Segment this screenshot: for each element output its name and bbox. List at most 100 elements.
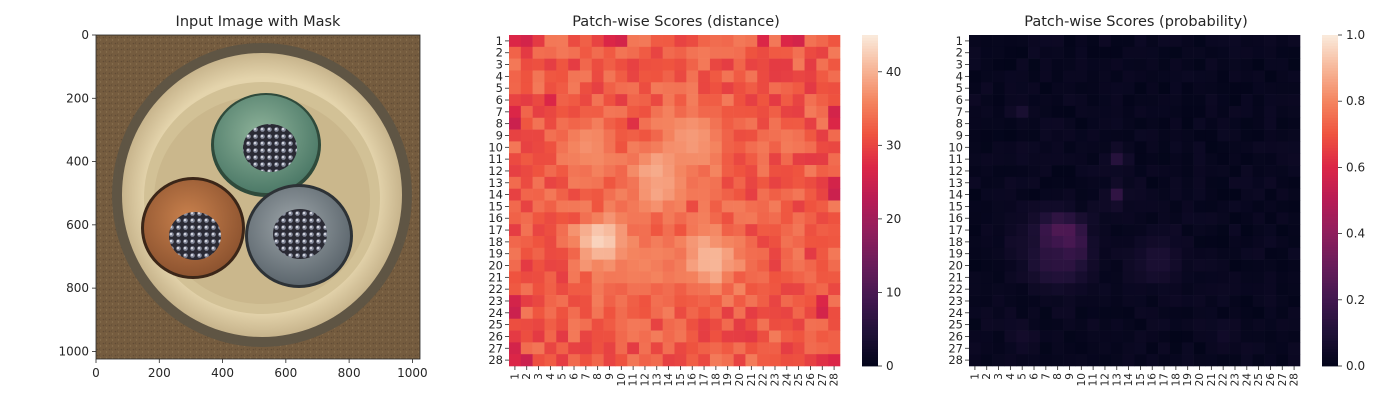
heatmap-cell [1181,330,1194,343]
heatmap-cell [568,82,581,95]
heatmap-cell [1252,176,1265,189]
heatmap-cell [980,212,993,225]
colorbar-segment [862,236,878,240]
heatmap-cell [992,141,1005,154]
col-tick-label: 6 [569,373,581,380]
heatmap-cell [1051,58,1064,71]
heatmap-cell [1158,82,1171,95]
heatmap-cell [556,129,569,142]
heatmap-cell [1016,271,1029,284]
colorbar-segment [862,352,878,356]
heatmap-cell [698,82,711,95]
heatmap-cell [1205,318,1218,331]
heatmap-cell [1264,129,1277,142]
heatmap-cell [780,212,794,225]
heatmap-cell [556,342,569,355]
heatmap-cell [721,283,734,296]
heatmap-cell [1252,354,1265,367]
heatmap-cell [650,176,663,189]
heatmap-cell [1063,330,1076,343]
heatmap-cell [1122,188,1135,201]
heatmap-cell [1004,129,1017,142]
heatmap-cell [556,200,569,213]
heatmap-cell [1181,105,1194,119]
heatmap-cell [780,342,794,355]
heatmap-cell [1004,188,1017,201]
heatmap-cell [1110,247,1123,260]
heatmap-cell [1158,105,1171,119]
heatmap-cell [757,224,770,237]
heatmap-cell [1016,354,1029,367]
heatmap-cell [1158,94,1171,107]
heatmap-cell [603,82,616,95]
heatmap-cell [709,176,723,189]
heatmap-cell [1146,141,1159,154]
heatmap-cell [1276,354,1289,367]
heatmap-cell [662,46,675,59]
heatmap-cell [1240,342,1254,355]
heatmap-cell [1063,200,1076,213]
heatmap-cell [1229,117,1242,130]
heatmap-cell [1264,354,1277,367]
colorbar-segment [1322,178,1338,182]
heatmap-cell [544,82,557,95]
heatmap-cell [769,271,782,284]
col-tick-label: 8 [1052,373,1064,380]
heatmap-cell [1193,117,1206,130]
colorbar-segment [862,186,878,190]
heatmap-cell [674,176,687,189]
heatmap-cell [1028,295,1041,308]
heatmap-cell [828,318,841,331]
heatmap-cell [615,82,628,95]
row-tick-label: 14 [488,188,503,202]
heatmap-cell [992,58,1005,71]
row-tick-label: 10 [488,140,503,154]
heatmap-cell [1252,153,1265,166]
heatmap-cell [980,330,993,343]
heatmap-cell [780,35,794,48]
heatmap-cell [1051,247,1064,260]
heatmap-cell [1099,70,1112,83]
heatmap-cell [804,105,817,119]
heatmap-cell [780,105,794,119]
colorbar-segment [1322,186,1338,190]
heatmap-cell [615,70,628,83]
colorbar-segment [862,150,878,155]
heatmap-cell [980,271,993,284]
colorbar-segment [862,79,878,83]
heatmap-cell [1205,247,1218,260]
colorbar-segment [1322,40,1338,44]
heatmap-cell [1217,318,1230,331]
heatmap-cell [662,153,675,166]
heatmap-cell [544,354,557,367]
colorbar-segment [862,46,878,50]
heatmap-cell [698,58,711,71]
heatmap-cell [969,141,982,154]
heatmap-cell [1276,35,1289,48]
heatmap-cell [828,271,841,284]
colorbar-segment [1322,280,1338,284]
heatmap-cell [520,153,533,166]
heatmap-cell [1099,295,1112,308]
heatmap-cell [1276,283,1289,296]
heatmap-cell [1063,82,1076,95]
heatmap-cell [591,153,604,166]
heatmap-cell [1217,259,1230,272]
colorbar-segment [1322,327,1338,331]
row-tick-label: 4 [956,69,963,83]
heatmap-cell [1276,94,1289,107]
col-tick-label: 23 [769,373,781,386]
heatmap-cell [520,306,533,320]
heatmap-cell [639,283,652,296]
heatmap-cell [509,354,522,367]
colorbar-segment [862,189,878,193]
heatmap-cell [1181,165,1194,178]
heatmap-cell [757,200,770,213]
heatmap-cell [1288,259,1301,272]
heatmap-cell [1288,224,1301,237]
colorbar-segment [1322,103,1338,108]
heatmap-cell [1075,259,1088,272]
row-tick-label: 8 [496,117,503,131]
heatmap-cell [509,271,522,284]
heatmap-cell [733,153,746,166]
